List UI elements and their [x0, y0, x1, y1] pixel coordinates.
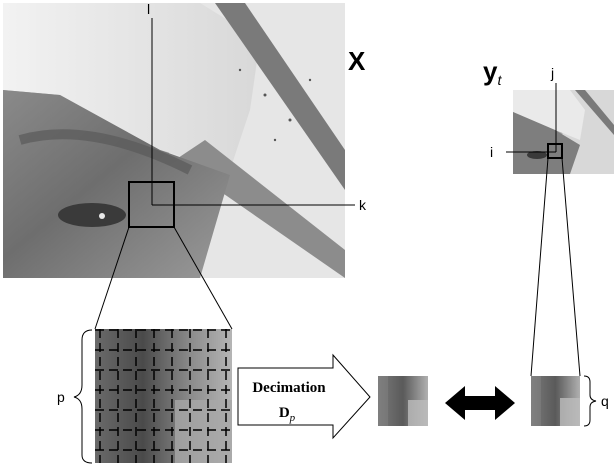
thumbnail-patch [531, 376, 580, 426]
decimation-label: Decimation [252, 380, 326, 396]
thumb-zoom-line-right [561, 157, 581, 377]
double-arrow [445, 386, 515, 420]
main-image-x [3, 3, 345, 278]
label-i: i [490, 144, 493, 160]
thumbnail-patch-box [547, 143, 563, 159]
thumbnail-image-yt [513, 90, 614, 174]
label-l: l [147, 1, 150, 17]
label-k: k [359, 197, 367, 213]
thumb-zoom-line-left [530, 157, 549, 377]
q-brace [583, 375, 597, 427]
label-y-subscript: t [497, 72, 502, 88]
zoom-line-left [94, 226, 130, 330]
decimation-arrow [237, 353, 371, 440]
label-p: p [57, 389, 65, 405]
zoom-line-right [173, 226, 233, 330]
decimation-operator: Dp [279, 405, 296, 424]
decimation-operator-main: D [279, 405, 290, 421]
p-brace [73, 329, 93, 464]
label-x: X [348, 46, 366, 76]
label-j: j [550, 65, 554, 81]
label-q: q [601, 393, 609, 409]
main-patch-box [128, 181, 175, 228]
decimation-operator-subscript: p [289, 412, 296, 424]
label-y: yt [483, 56, 502, 88]
label-y-main: y [483, 56, 498, 86]
enlarged-patch [95, 329, 232, 463]
decimated-patch [378, 376, 428, 426]
